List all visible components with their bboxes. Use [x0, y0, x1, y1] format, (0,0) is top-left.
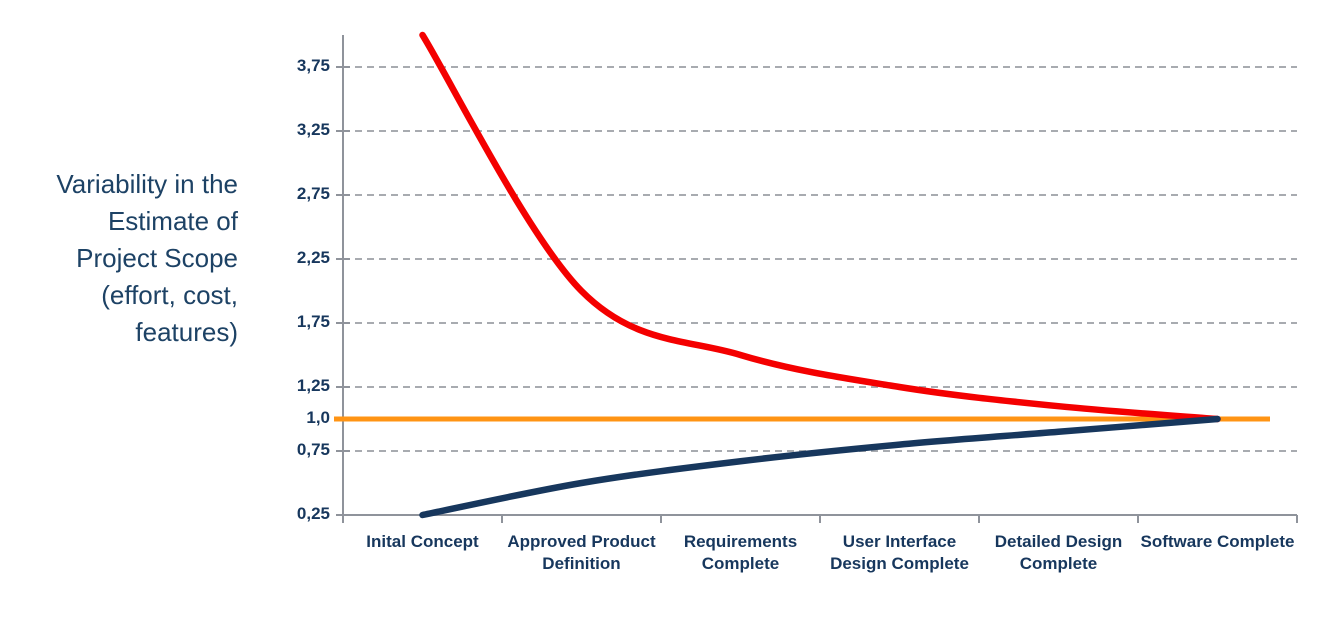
- y-tick-label: 0,25: [296, 504, 330, 523]
- x-category-label: Requirements Complete: [683, 532, 798, 573]
- y-axis-title: Variability in the Estimate of Project S…: [56, 169, 238, 347]
- y-tick-label: 3,75: [296, 56, 330, 75]
- y-tick-label: 1,0: [306, 408, 330, 427]
- y-tick-label: 0,75: [296, 440, 330, 459]
- lower-estimate-bound-line: [419, 415, 1221, 519]
- upper-estimate-bound-line: [419, 31, 1221, 423]
- x-category-label: Inital Concept: [366, 532, 479, 551]
- y-tick-label: 1,75: [296, 312, 330, 331]
- y-tick-label: 3,25: [296, 120, 330, 139]
- y-tick-label: 2,25: [296, 248, 330, 267]
- y-tick-label: 1,25: [296, 376, 330, 395]
- x-category-label: Software Complete: [1140, 532, 1295, 551]
- y-tick-label: 2,75: [296, 184, 330, 203]
- x-category-label: Detailed Design Complete: [994, 532, 1123, 573]
- x-category-label: User Interface Design Complete: [830, 532, 969, 573]
- x-category-label: Approved Product Definition: [507, 532, 656, 573]
